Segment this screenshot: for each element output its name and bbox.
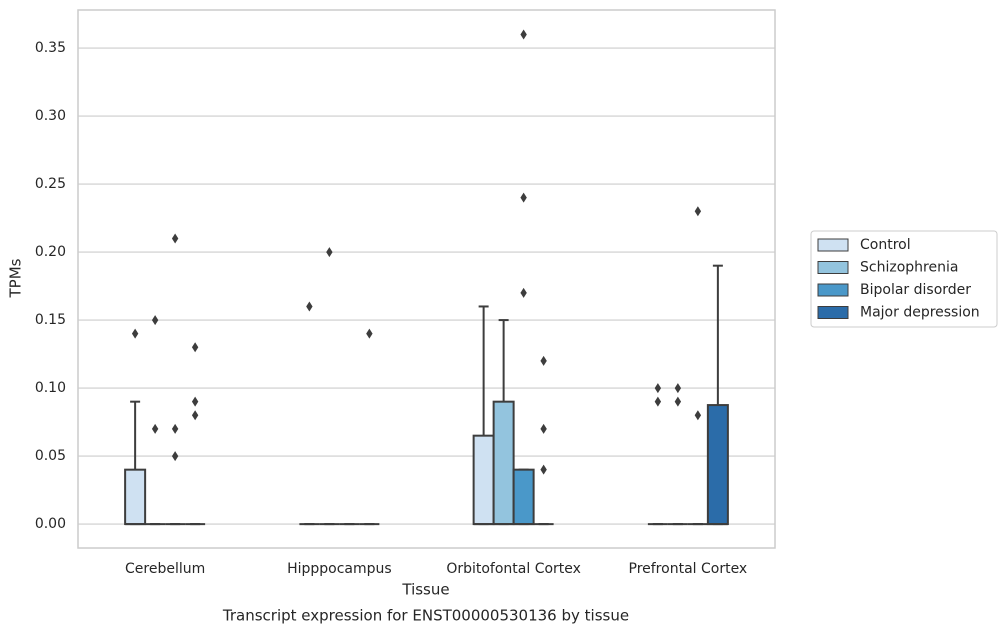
outlier [694,410,702,421]
outlier [191,342,199,353]
legend-label: Control [860,237,911,253]
box [472,434,495,526]
chart-title: Transcript expression for ENST0000053013… [222,607,629,625]
legend-label: Major depression [860,305,980,321]
y-tick-label: 0.05 [35,448,66,464]
outlier [520,287,527,298]
box [492,400,515,526]
x-tick-label: Prefrontal Cortex [629,561,748,577]
x-tick-label: Cerebellum [125,561,205,577]
legend-label: Schizophrenia [860,260,958,276]
box [512,468,535,526]
outlier [694,206,702,217]
outlier [191,396,199,407]
y-tick-label: 0.20 [35,244,66,260]
x-tick-label: Hipppocampus [287,561,392,577]
outlier [366,328,373,339]
outlier [151,315,159,326]
outlier [171,423,179,434]
y-tick-label: 0.30 [35,108,66,124]
y-tick-label: 0.35 [35,40,66,56]
y-tick-label: 0.25 [35,176,66,192]
legend-swatch [817,306,849,319]
outlier [540,423,547,434]
outlier [540,355,547,366]
outlier [306,301,313,312]
outlier [151,423,159,434]
legend-label: Bipolar disorder [860,282,971,298]
x-axis-label: Tissue [401,581,449,599]
y-axis-label: TPMs [7,258,25,298]
plot-frame [77,9,776,549]
outlier [171,233,179,244]
outlier [674,396,682,407]
box [706,404,729,526]
x-tick-label: Orbitofontal Cortex [446,561,581,577]
outlier [171,451,179,462]
outlier [674,383,682,394]
legend-swatch [817,238,849,252]
legend-frame [810,230,998,328]
outlier [520,29,527,40]
y-tick-label: 0.00 [35,516,66,532]
box [124,468,147,526]
outlier [191,410,199,421]
outlier [540,464,547,475]
legend-swatch [817,261,849,274]
outlier [654,383,662,394]
outlier [654,396,662,407]
outlier [520,192,527,203]
legend-swatch [817,283,849,297]
outlier [326,247,333,258]
y-tick-label: 0.15 [35,312,66,328]
y-tick-label: 0.10 [35,380,66,396]
outlier [131,328,139,339]
